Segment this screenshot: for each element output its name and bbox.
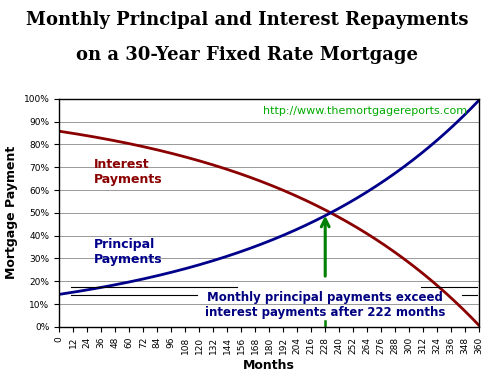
Text: Monthly Principal and Interest Repayments: Monthly Principal and Interest Repayment… — [26, 11, 468, 29]
X-axis label: Months: Months — [243, 359, 295, 372]
Text: Principal
Payments: Principal Payments — [94, 238, 163, 266]
Text: Monthly principal payments exceed
interest payments after 222 months: Monthly principal payments exceed intere… — [205, 291, 446, 320]
Text: Interest
Payments: Interest Payments — [94, 158, 163, 186]
Text: on a 30-Year Fixed Rate Mortgage: on a 30-Year Fixed Rate Mortgage — [76, 46, 418, 63]
Y-axis label: Mortgage Payment: Mortgage Payment — [5, 146, 18, 279]
Text: http://www.themortgagereports.com: http://www.themortgagereports.com — [263, 106, 467, 116]
